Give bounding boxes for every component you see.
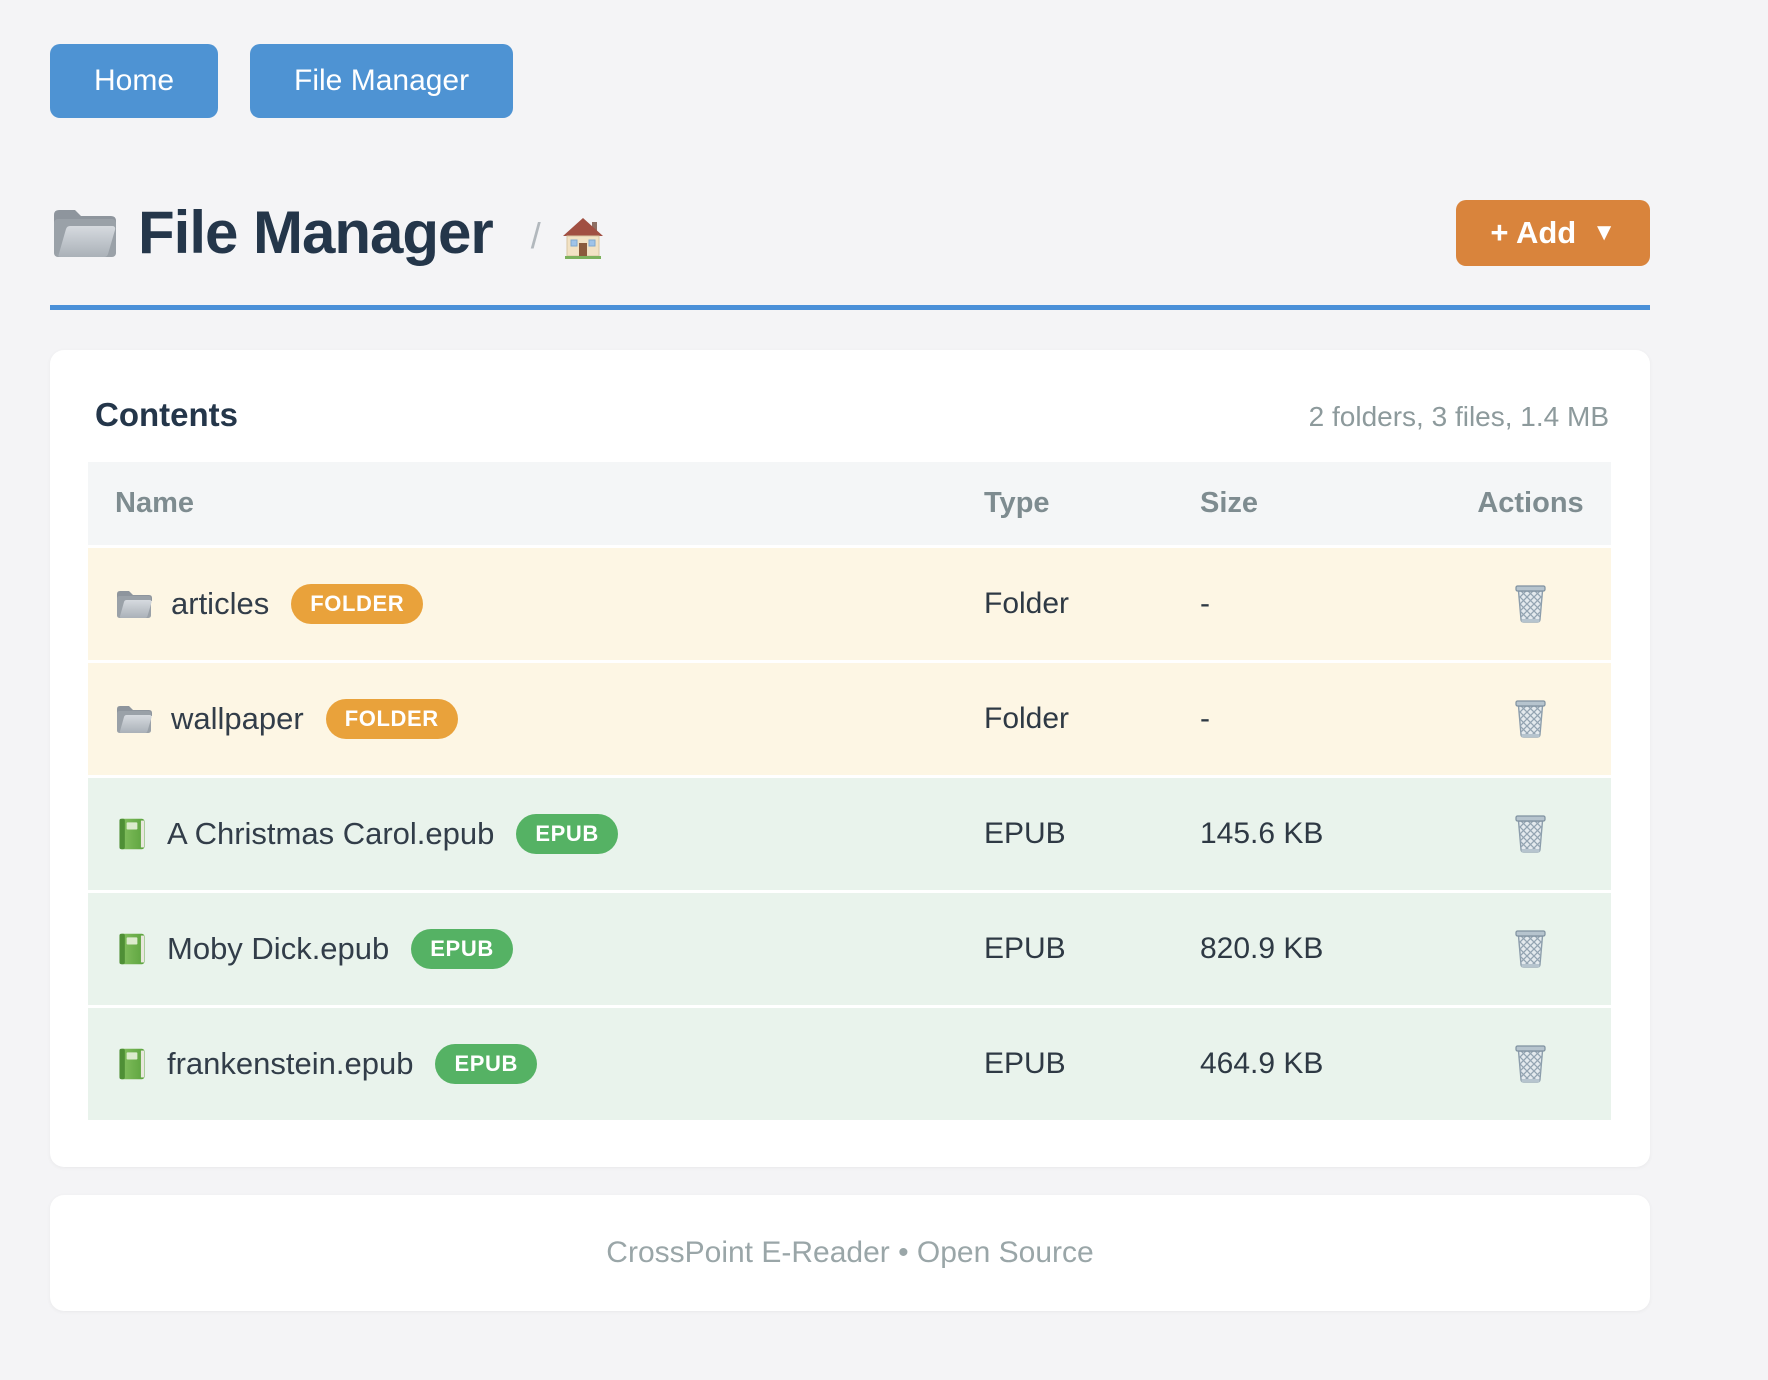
wastebasket-icon xyxy=(1515,1045,1546,1083)
footer-card: CrossPoint E-Reader • Open Source xyxy=(50,1195,1650,1311)
table-row: frankenstein.epub EPUB EPUB 464.9 KB xyxy=(88,1008,1611,1120)
caret-down-icon: ▼ xyxy=(1592,218,1616,246)
table-header-row: Name Type Size Actions xyxy=(88,462,1611,545)
item-size: - xyxy=(1200,587,1210,620)
add-button-label: + Add xyxy=(1490,214,1577,250)
name-cell: frankenstein.epub EPUB xyxy=(88,1044,984,1084)
page-header: File Manager / + Add ▼ xyxy=(50,198,1650,267)
actions-cell xyxy=(1450,1039,1611,1089)
table-row: Moby Dick.epub EPUB EPUB 820.9 KB xyxy=(88,893,1611,1005)
table-row: wallpaper FOLDER Folder - xyxy=(88,663,1611,775)
column-header-size: Size xyxy=(1200,487,1259,519)
wastebasket-icon xyxy=(1515,700,1546,738)
item-size: - xyxy=(1200,702,1210,735)
name-cell: Moby Dick.epub EPUB xyxy=(88,929,984,969)
name-cell: A Christmas Carol.epub EPUB xyxy=(88,814,984,854)
item-size: 145.6 KB xyxy=(1200,817,1324,850)
item-badge: EPUB xyxy=(411,929,513,969)
delete-button[interactable] xyxy=(1509,1039,1552,1088)
column-header-name: Name xyxy=(115,487,194,519)
name-cell: wallpaper FOLDER xyxy=(88,699,984,739)
folder-icon xyxy=(54,209,116,257)
column-header-actions: Actions xyxy=(1477,487,1584,519)
actions-cell xyxy=(1450,924,1611,974)
wastebasket-icon xyxy=(1515,585,1546,623)
table-body: articles FOLDER Folder - xyxy=(88,548,1611,1120)
item-size: 820.9 KB xyxy=(1200,932,1324,965)
item-name[interactable]: Moby Dick.epub xyxy=(167,931,390,966)
green-book-icon xyxy=(119,933,145,965)
contents-summary: 2 folders, 3 files, 1.4 MB xyxy=(1308,401,1609,432)
wastebasket-icon xyxy=(1515,815,1546,853)
table-row: A Christmas Carol.epub EPUB EPUB 145.6 K… xyxy=(88,778,1611,890)
top-nav: Home File Manager xyxy=(50,0,1650,118)
item-badge: FOLDER xyxy=(291,584,424,624)
green-book-icon xyxy=(119,1048,145,1080)
item-name[interactable]: wallpaper xyxy=(171,701,304,736)
wastebasket-icon xyxy=(1515,930,1546,968)
contents-card-header: Contents 2 folders, 3 files, 1.4 MB xyxy=(88,396,1611,434)
item-badge: EPUB xyxy=(516,814,618,854)
item-size: 464.9 KB xyxy=(1200,1047,1324,1080)
home-button[interactable]: Home xyxy=(50,44,219,118)
file-manager-page: Home File Manager File Manager / + Add xyxy=(50,0,1650,1311)
item-name[interactable]: A Christmas Carol.epub xyxy=(167,816,495,851)
breadcrumb-separator: / xyxy=(530,214,541,256)
delete-button[interactable] xyxy=(1509,579,1552,628)
footer-text: CrossPoint E-Reader • Open Source xyxy=(606,1236,1094,1269)
folder-icon xyxy=(117,591,152,618)
item-type: Folder xyxy=(984,587,1070,620)
green-book-icon xyxy=(119,818,145,850)
item-type: EPUB xyxy=(984,1047,1066,1080)
name-cell: articles FOLDER xyxy=(88,584,984,624)
item-name[interactable]: articles xyxy=(171,586,270,621)
delete-button[interactable] xyxy=(1509,809,1552,858)
actions-cell xyxy=(1450,809,1611,859)
item-type: Folder xyxy=(984,702,1070,735)
delete-button[interactable] xyxy=(1509,694,1552,743)
add-button[interactable]: + Add ▼ xyxy=(1456,199,1650,266)
delete-button[interactable] xyxy=(1509,924,1552,973)
item-type: EPUB xyxy=(984,932,1066,965)
title-divider xyxy=(50,305,1650,310)
file-table: Name Type Size Actions articles FOLDER F… xyxy=(88,462,1611,1120)
title-group: File Manager / xyxy=(50,198,1456,267)
column-header-type: Type xyxy=(984,487,1050,519)
actions-cell xyxy=(1450,579,1611,629)
folder-icon xyxy=(117,706,152,733)
item-badge: EPUB xyxy=(435,1044,537,1084)
contents-heading: Contents xyxy=(95,396,238,433)
contents-card: Contents 2 folders, 3 files, 1.4 MB Name… xyxy=(50,350,1650,1167)
actions-cell xyxy=(1450,694,1611,744)
page-title: File Manager xyxy=(138,199,494,266)
item-type: EPUB xyxy=(984,817,1066,850)
house-icon[interactable] xyxy=(561,216,605,260)
file-manager-button[interactable]: File Manager xyxy=(250,44,514,118)
table-row: articles FOLDER Folder - xyxy=(88,548,1611,660)
item-badge: FOLDER xyxy=(325,699,458,739)
item-name[interactable]: frankenstein.epub xyxy=(167,1046,414,1081)
